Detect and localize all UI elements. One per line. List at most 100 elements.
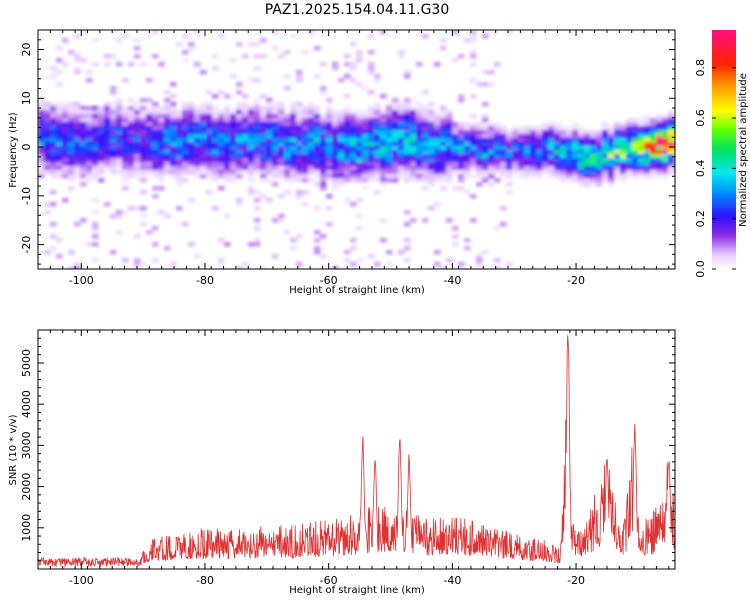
heatmap-cell: [56, 110, 63, 115]
heatmap-cell: [68, 118, 75, 123]
heatmap-cell: [614, 130, 621, 135]
heatmap-cell: [614, 146, 621, 151]
heatmap-cell: [344, 62, 351, 67]
heatmap-cell: [434, 138, 441, 143]
heatmap-cell: [92, 226, 99, 231]
heatmap-cell: [488, 146, 495, 151]
heatmap-cell: [260, 130, 267, 135]
heatmap-cell: [236, 162, 243, 167]
heatmap-cell: [164, 158, 171, 163]
heatmap-cell: [164, 118, 171, 123]
heatmap-cell: [170, 262, 177, 267]
heatmap-cell: [266, 150, 273, 155]
heatmap-cell: [164, 170, 171, 175]
heatmap-cell: [380, 142, 387, 147]
heatmap-cell: [248, 138, 255, 143]
heatmap-cell: [296, 126, 303, 131]
heatmap-cell: [290, 142, 297, 147]
heatmap-cell: [248, 166, 255, 171]
x-tick-label: -100: [69, 274, 94, 287]
heatmap-cell: [242, 162, 249, 167]
heatmap-cell: [344, 170, 351, 175]
heatmap-cell: [242, 94, 249, 99]
heatmap-cell: [668, 158, 675, 163]
heatmap-cell: [350, 142, 357, 147]
heatmap-cell: [344, 106, 351, 111]
heatmap-cell: [422, 138, 429, 143]
heatmap-cell: [314, 114, 321, 119]
heatmap-cell: [428, 182, 435, 187]
heatmap-cell: [230, 118, 237, 123]
heatmap-cell: [446, 110, 453, 115]
heatmap-cell: [488, 134, 495, 139]
heatmap-cell: [122, 34, 129, 39]
heatmap-cell: [620, 158, 627, 163]
heatmap-cell: [170, 110, 177, 115]
heatmap-cell: [56, 170, 63, 175]
heatmap-cell: [44, 102, 51, 107]
heatmap-cell: [182, 126, 189, 131]
heatmap-cell: [494, 138, 501, 143]
heatmap-cell: [386, 138, 393, 143]
heatmap-cell: [230, 158, 237, 163]
heatmap-cell: [62, 162, 69, 167]
heatmap-cell: [134, 38, 141, 43]
heatmap-cell: [254, 218, 261, 223]
heatmap-cell: [314, 150, 321, 155]
heatmap-cell: [296, 118, 303, 123]
heatmap-cell: [344, 138, 351, 143]
heatmap-cell: [218, 150, 225, 155]
heatmap-cell: [332, 114, 339, 119]
heatmap-cell: [86, 162, 93, 167]
heatmap-cell: [74, 158, 81, 163]
heatmap-cell: [572, 154, 579, 159]
heatmap-cell: [602, 142, 609, 147]
heatmap-cell: [386, 106, 393, 111]
heatmap-cell: [242, 110, 249, 115]
heatmap-cell: [464, 150, 471, 155]
heatmap-cell: [542, 122, 549, 127]
heatmap-cell: [134, 234, 141, 239]
heatmap-cell: [146, 130, 153, 135]
heatmap-cell: [410, 138, 417, 143]
heatmap-cell: [368, 158, 375, 163]
heatmap-cell: [152, 146, 159, 151]
heatmap-cell: [578, 138, 585, 143]
heatmap-cell: [68, 106, 75, 111]
heatmap-cell: [140, 126, 147, 131]
heatmap-cell: [470, 38, 477, 43]
heatmap-cell: [602, 162, 609, 167]
heatmap-cell: [608, 126, 615, 131]
heatmap-cell: [296, 234, 303, 239]
heatmap-cell: [242, 106, 249, 111]
heatmap-cell: [416, 142, 423, 147]
heatmap-cell: [410, 134, 417, 139]
heatmap-cell: [350, 130, 357, 135]
heatmap-cell: [236, 150, 243, 155]
heatmap-cell: [662, 134, 669, 139]
heatmap-cell: [254, 78, 261, 83]
heatmap-cell: [638, 174, 645, 179]
heatmap-cell: [134, 138, 141, 143]
heatmap-cell: [290, 158, 297, 163]
heatmap-cell: [422, 126, 429, 131]
heatmap-cell: [548, 126, 555, 131]
heatmap-cell: [416, 110, 423, 115]
heatmap-cell: [380, 154, 387, 159]
heatmap-cell: [320, 254, 327, 259]
heatmap-cell: [68, 126, 75, 131]
heatmap-cell: [92, 126, 99, 131]
heatmap-cell: [350, 158, 357, 163]
heatmap-cell: [494, 122, 501, 127]
heatmap-cell: [398, 138, 405, 143]
heatmap-cell: [470, 154, 477, 159]
heatmap-cell: [266, 166, 273, 171]
heatmap-cell: [98, 118, 105, 123]
heatmap-cell: [170, 158, 177, 163]
heatmap-cell: [62, 102, 69, 107]
heatmap-cell: [458, 130, 465, 135]
heatmap-cell: [230, 162, 237, 167]
heatmap-cell: [266, 106, 273, 111]
heatmap-cell: [464, 138, 471, 143]
heatmap-cell: [332, 126, 339, 131]
